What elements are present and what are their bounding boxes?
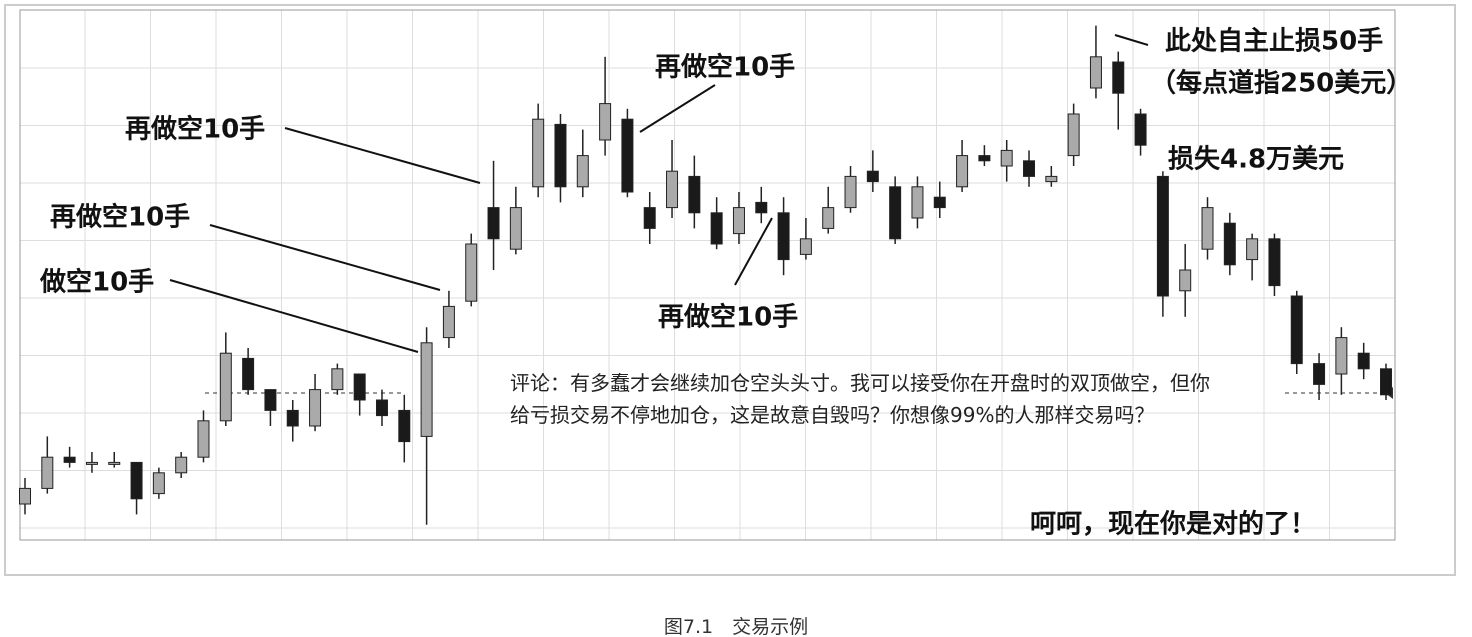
candle-body: [487, 207, 500, 240]
candle-body: [375, 399, 388, 417]
candle-body: [175, 456, 188, 474]
candle-body: [331, 368, 344, 391]
candle-body: [219, 352, 232, 422]
candle-body: [509, 207, 522, 250]
annotations: 再做空10手再做空10手做空10手再做空10手再做空10手此处自主止损50手（每…: [39, 26, 1412, 540]
candle-body: [666, 170, 679, 209]
grid: [20, 10, 1395, 540]
candle-body: [688, 175, 701, 214]
candle-body: [1223, 222, 1236, 266]
candle-body: [911, 186, 924, 219]
candle-body: [197, 420, 210, 458]
candle-body: [621, 118, 634, 193]
candle-body: [933, 196, 946, 209]
candle-body: [1156, 175, 1169, 297]
candle-body: [1268, 238, 1281, 287]
candle-body: [1045, 175, 1058, 183]
comment: 评论：有多蠢才会继续加仓空头头寸。我可以接受你在开盘时的双顶做空，但你给亏损交易…: [510, 371, 1210, 427]
candle-body: [398, 409, 411, 443]
candle-body: [1134, 113, 1147, 146]
candle-body: [643, 207, 656, 229]
candle-body: [465, 243, 478, 302]
candle-body: [41, 456, 54, 489]
candle-body: [1112, 61, 1125, 94]
candle-body: [63, 456, 76, 463]
candle-body: [599, 103, 612, 141]
annotation: （每点道指250美元）: [1150, 68, 1412, 99]
candle-body: [755, 201, 768, 214]
candle-body: [353, 373, 366, 401]
candle-body: [420, 342, 433, 437]
candle-body: [1246, 238, 1259, 261]
annotation: 做空10手: [39, 267, 154, 298]
candle-body: [576, 155, 589, 188]
candle-body: [286, 409, 299, 427]
candle-body: [799, 238, 812, 255]
candle-body: [844, 175, 857, 209]
candle-body: [19, 487, 31, 505]
annotation-pointer: [284, 127, 481, 184]
annotation: 再做空10手: [125, 114, 265, 145]
caption: 图7.1 交易示例: [663, 616, 809, 637]
annotation-pointer: [169, 279, 419, 353]
candle-body: [1023, 160, 1036, 177]
candle-body: [1357, 352, 1370, 370]
annotation-pointer: [1114, 34, 1149, 46]
candle-body: [1179, 269, 1192, 292]
plot-frame: [19, 9, 1396, 541]
candle-body: [532, 118, 545, 188]
outer-frame: [4, 4, 1456, 576]
candle-body: [1380, 368, 1392, 396]
candle-body: [822, 207, 835, 229]
candle-body: [1067, 113, 1080, 157]
candles: [19, 25, 1392, 525]
candle-body: [710, 212, 723, 245]
candle-body: [130, 461, 143, 500]
annotation: 再做空10手: [658, 302, 798, 333]
candle-body: [264, 389, 277, 411]
candle-body: [889, 186, 902, 240]
annotation: 损失4.8万美元: [1168, 144, 1344, 175]
candle-body: [1290, 295, 1303, 365]
candle-body: [554, 123, 567, 188]
candle-body: [1335, 337, 1348, 375]
annotation-pointer: [639, 84, 716, 133]
candle-body: [866, 170, 879, 183]
candle-body: [1000, 149, 1013, 167]
candle-body: [442, 305, 455, 339]
candle-body: [152, 472, 165, 495]
candle-body: [1201, 207, 1214, 250]
candle-body: [309, 389, 322, 427]
candle-body: [1313, 363, 1326, 385]
candle-body: [732, 207, 745, 235]
candle-body: [242, 357, 255, 391]
candle-body: [956, 155, 969, 188]
annotation: 再做空10手: [50, 202, 190, 233]
candle-body: [108, 461, 121, 465]
annotation: 呵呵，现在你是对的了！: [1030, 509, 1316, 540]
candle-body: [978, 155, 991, 162]
candle-body: [1089, 56, 1102, 89]
annotation: 再做空10手: [655, 52, 795, 83]
candle-body: [777, 212, 790, 261]
annotation: 此处自主止损50手: [1165, 26, 1383, 57]
annotation-pointer: [734, 217, 773, 286]
annotation-pointer: [209, 224, 441, 291]
candle-body: [85, 461, 98, 465]
